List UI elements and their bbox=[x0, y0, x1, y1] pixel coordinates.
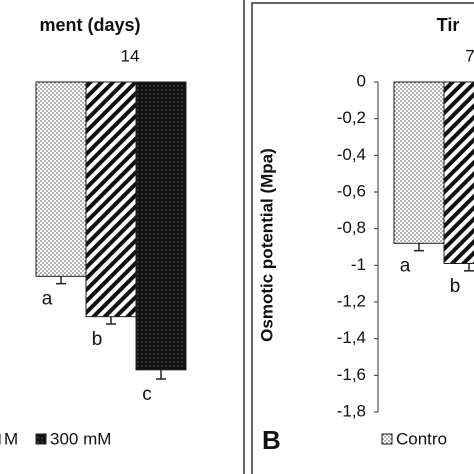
x-tick-label: 7 bbox=[465, 46, 474, 65]
significance-letter: a bbox=[42, 289, 53, 310]
bar bbox=[443, 81, 474, 264]
bar bbox=[393, 81, 445, 244]
y-tick-label: -0,2 bbox=[337, 108, 366, 127]
y-tick-label: -0,6 bbox=[337, 181, 366, 200]
legend-label: 300 mM bbox=[50, 429, 111, 448]
legend-swatch bbox=[381, 433, 393, 445]
y-tick-label: -0,8 bbox=[337, 218, 366, 237]
significance-letter: a bbox=[400, 256, 411, 277]
legend-label: M bbox=[4, 429, 18, 448]
y-tick-label: -1,8 bbox=[337, 401, 366, 420]
bar bbox=[135, 81, 187, 371]
y-tick-label: -1,2 bbox=[337, 291, 366, 310]
panel-label: B bbox=[262, 425, 281, 455]
y-tick-label: -1 bbox=[351, 255, 366, 274]
y-tick-label: -1,6 bbox=[337, 365, 366, 384]
panel-frame bbox=[243, 0, 245, 474]
legend-label: Contro bbox=[396, 429, 447, 448]
significance-letter: c bbox=[142, 384, 152, 405]
panel-frame bbox=[251, 2, 474, 474]
bar bbox=[85, 81, 137, 318]
y-tick-label: -0,4 bbox=[337, 145, 366, 164]
y-tick-label: 0 bbox=[357, 71, 366, 90]
bar bbox=[35, 81, 87, 277]
y-tick-label: -1,4 bbox=[337, 328, 366, 347]
significance-letter: b bbox=[450, 276, 461, 297]
legend-swatch bbox=[35, 433, 47, 445]
significance-letter: b bbox=[92, 329, 103, 350]
x-tick-label: 14 bbox=[121, 46, 140, 65]
chart-title: ment (days) bbox=[39, 15, 140, 35]
chart-title: Tir bbox=[437, 15, 460, 35]
y-axis-label: Osmotic potential (Mpa) bbox=[257, 148, 276, 342]
